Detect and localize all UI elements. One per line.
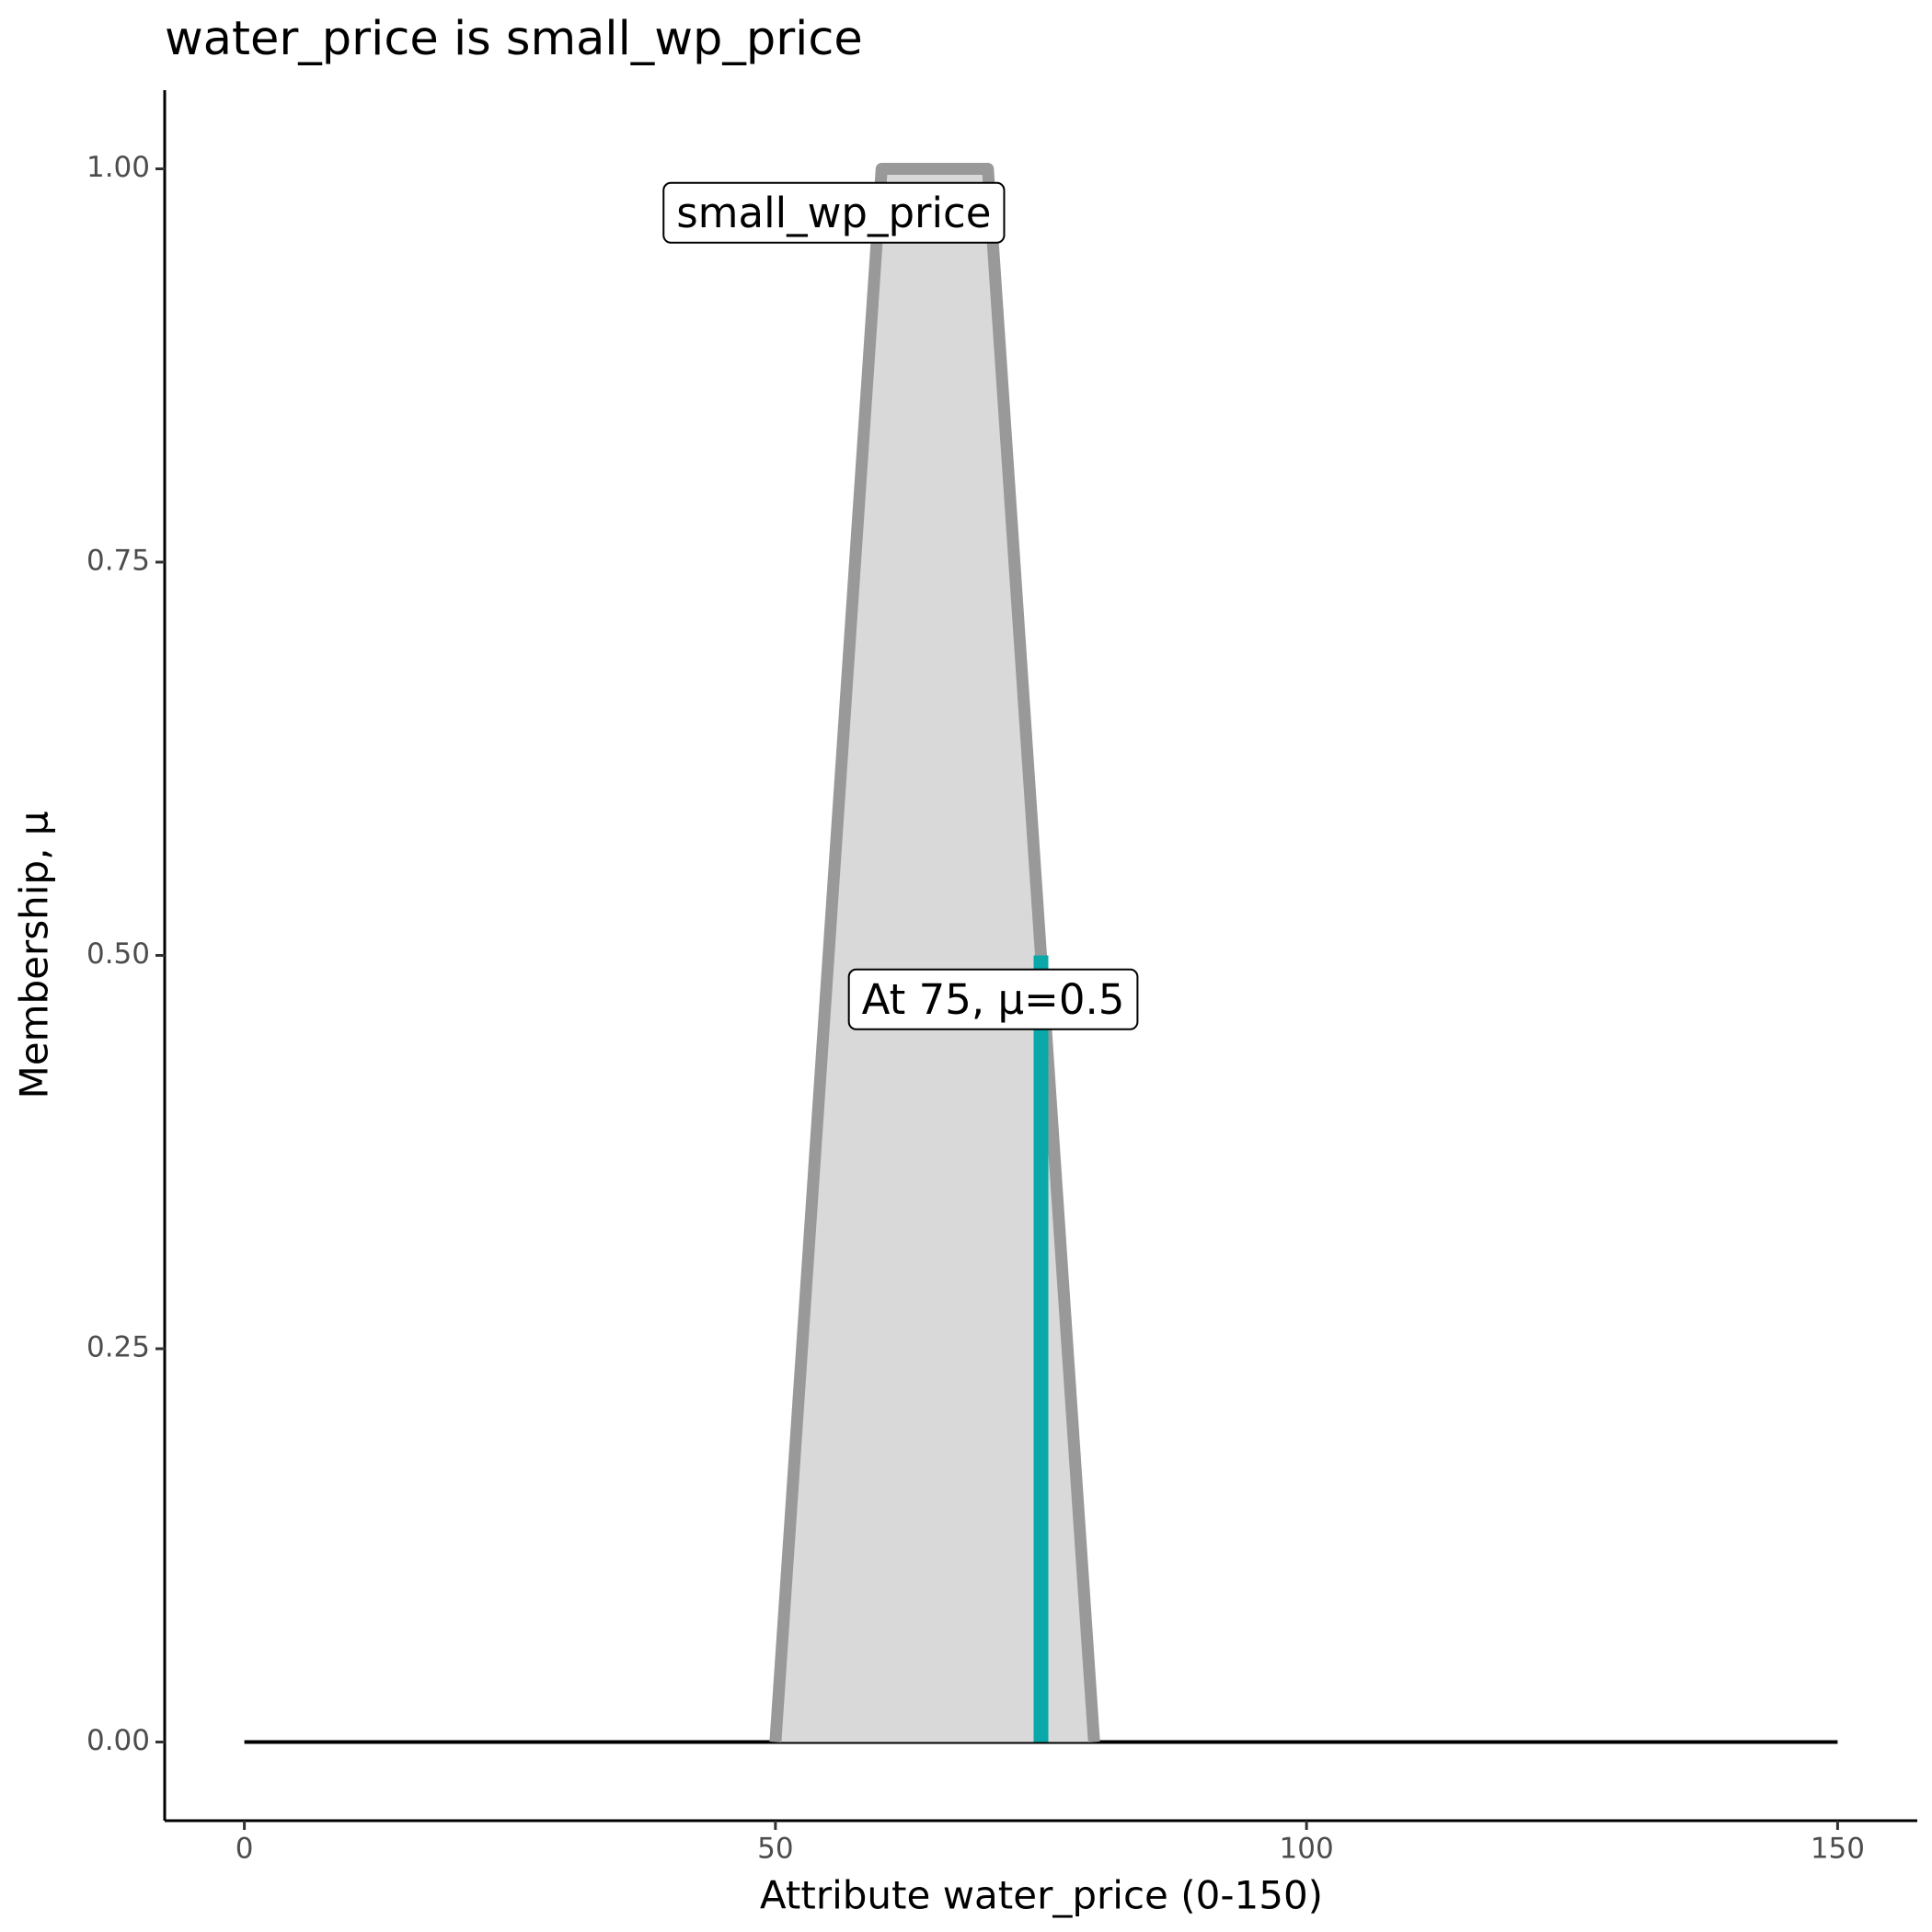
x-tick-label: 100: [1280, 1833, 1334, 1866]
y-tick-label: 0.25: [86, 1331, 150, 1364]
chart-title: water_price is small_wp_price: [165, 12, 863, 66]
x-tick-label: 150: [1811, 1833, 1865, 1866]
series-label: small_wp_price: [662, 181, 1006, 244]
x-axis-label: Attribute water_price (0-150): [760, 1873, 1323, 1918]
y-tick-label: 0.75: [86, 545, 150, 578]
marker-label: At 75, μ=0.5: [847, 968, 1139, 1030]
x-tick-label: 0: [236, 1833, 254, 1866]
label-box: [847, 968, 1139, 1030]
y-tick-label: 1.00: [86, 151, 150, 184]
label-text: At 75, μ=0.5: [862, 975, 1125, 1024]
label-box: [662, 181, 1006, 244]
y-tick-label: 0.50: [86, 937, 150, 971]
label-text: small_wp_price: [676, 189, 991, 237]
y-axis-label: Membership, μ: [12, 811, 57, 1098]
x-tick-label: 50: [757, 1833, 793, 1866]
y-tick-label: 0.00: [86, 1724, 150, 1757]
